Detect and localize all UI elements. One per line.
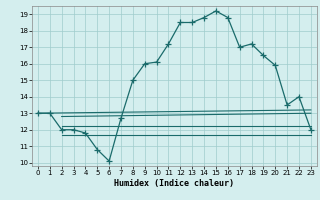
X-axis label: Humidex (Indice chaleur): Humidex (Indice chaleur) bbox=[115, 179, 234, 188]
